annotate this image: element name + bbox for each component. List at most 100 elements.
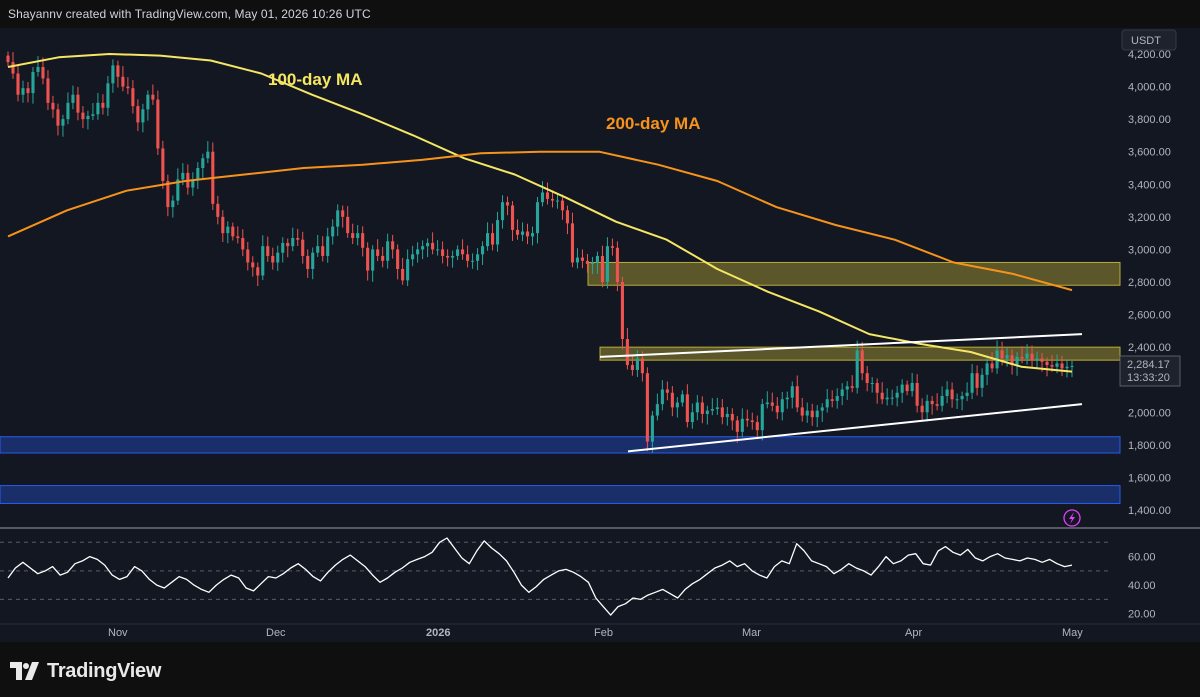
candle-body bbox=[855, 350, 859, 388]
candle-body bbox=[570, 223, 575, 263]
candle-body bbox=[206, 151, 210, 159]
candle-body bbox=[426, 242, 430, 247]
candle-body bbox=[625, 339, 629, 366]
candle-body bbox=[825, 399, 829, 408]
time-tick-label: Feb bbox=[594, 627, 613, 639]
last-price-badge bbox=[1119, 355, 1181, 387]
price-tick-label: 1,600.00 bbox=[1128, 472, 1171, 484]
candle-body bbox=[920, 405, 924, 413]
tradingview-brand[interactable]: TradingView bbox=[10, 657, 161, 685]
candle-body bbox=[700, 402, 704, 414]
candle-body bbox=[885, 397, 889, 400]
candle-body bbox=[16, 73, 20, 95]
candle-body bbox=[555, 200, 560, 202]
candle-body bbox=[281, 242, 285, 253]
candle-body bbox=[476, 254, 480, 261]
price-chart[interactable]: 100-day MA 200-day MA 4,200.00 4,000.00 3,… bbox=[0, 28, 1200, 642]
candle-body bbox=[630, 365, 634, 370]
rsi-tick-label: 40.00 bbox=[1128, 580, 1156, 592]
time-axis: Nov Dec 2026 Feb Mar Apr May bbox=[108, 627, 1083, 639]
candle-body bbox=[56, 109, 60, 126]
candle-body bbox=[31, 71, 35, 94]
candle-body bbox=[336, 210, 340, 227]
candle-body bbox=[590, 262, 594, 265]
candle-body bbox=[36, 67, 40, 72]
candles bbox=[6, 51, 1074, 453]
candle-body bbox=[126, 86, 130, 89]
ma100-label: 100-day MA bbox=[268, 70, 362, 89]
candle-body bbox=[1035, 358, 1039, 361]
quote-badge-label: USDT bbox=[1131, 35, 1161, 47]
candle-body bbox=[790, 386, 794, 398]
quote-badge[interactable] bbox=[1121, 29, 1177, 51]
candle-body bbox=[1025, 353, 1029, 359]
candle-body bbox=[326, 236, 330, 256]
candle-body bbox=[446, 255, 450, 258]
candle-body bbox=[965, 392, 969, 396]
candle-body bbox=[1010, 355, 1014, 366]
candle-body bbox=[1000, 350, 1004, 359]
candle-body bbox=[1020, 356, 1024, 359]
candle-body bbox=[316, 246, 320, 253]
candle-body bbox=[46, 78, 50, 103]
ma200-label: 200-day MA bbox=[606, 114, 700, 133]
candle-body bbox=[356, 233, 360, 239]
candle-body bbox=[441, 249, 445, 256]
price-axis: 4,200.00 4,000.00 3,800.00 3,600.00 3,400.00… bbox=[1119, 49, 1181, 517]
candle-body bbox=[530, 233, 535, 237]
price-tick-label: 3,400.00 bbox=[1128, 179, 1171, 191]
candle-body bbox=[795, 386, 799, 408]
candle-body bbox=[156, 99, 160, 149]
lightning-icon[interactable] bbox=[1063, 509, 1081, 527]
countdown-label: 13:33:20 bbox=[1127, 372, 1170, 384]
channel-lines bbox=[599, 333, 1083, 453]
candle-body bbox=[575, 257, 580, 263]
candle-body bbox=[895, 392, 899, 398]
candle-body bbox=[865, 373, 869, 383]
candle-body bbox=[685, 394, 689, 423]
candle-body bbox=[615, 247, 619, 282]
candle-body bbox=[605, 246, 609, 282]
candle-body bbox=[231, 226, 235, 237]
candle-body bbox=[106, 83, 110, 108]
candle-body bbox=[1055, 363, 1059, 367]
zone-demand-3 bbox=[0, 485, 1121, 504]
candle-body bbox=[870, 382, 874, 384]
candle-body bbox=[645, 373, 649, 442]
candle-body bbox=[665, 389, 669, 393]
candle-body bbox=[490, 233, 495, 245]
candle-body bbox=[311, 252, 315, 269]
candle-body bbox=[301, 239, 305, 256]
time-tick-label: Apr bbox=[905, 627, 922, 639]
candle-body bbox=[690, 412, 694, 423]
candle-body bbox=[850, 386, 854, 388]
grid bbox=[0, 527, 1200, 625]
tradingview-logo-icon bbox=[10, 662, 39, 680]
candle-body bbox=[695, 402, 699, 413]
price-tick-label: 4,000.00 bbox=[1128, 82, 1171, 94]
candle-body bbox=[176, 179, 180, 201]
candle-body bbox=[221, 216, 225, 234]
candle-body bbox=[61, 119, 65, 126]
candle-body bbox=[406, 259, 410, 281]
price-tick-label: 2,400.00 bbox=[1128, 342, 1171, 354]
candle-body bbox=[805, 410, 809, 416]
candle-body bbox=[970, 373, 974, 393]
candle-body bbox=[540, 192, 545, 203]
candle-body bbox=[650, 415, 654, 442]
price-tick-label: 2,000.00 bbox=[1128, 407, 1171, 419]
candle-body bbox=[550, 198, 555, 201]
candle-body bbox=[985, 363, 989, 375]
price-tick-label: 1,400.00 bbox=[1128, 505, 1171, 517]
candle-body bbox=[86, 115, 90, 120]
candle-body bbox=[286, 242, 290, 247]
candle-body bbox=[960, 396, 964, 400]
candle-body bbox=[351, 233, 355, 239]
candle-body bbox=[715, 407, 719, 410]
candle-body bbox=[116, 65, 120, 77]
candle-body bbox=[750, 420, 754, 423]
candle-body bbox=[266, 246, 270, 256]
candle-body bbox=[96, 102, 100, 115]
candle-body bbox=[76, 94, 80, 113]
candle-body bbox=[680, 394, 684, 403]
